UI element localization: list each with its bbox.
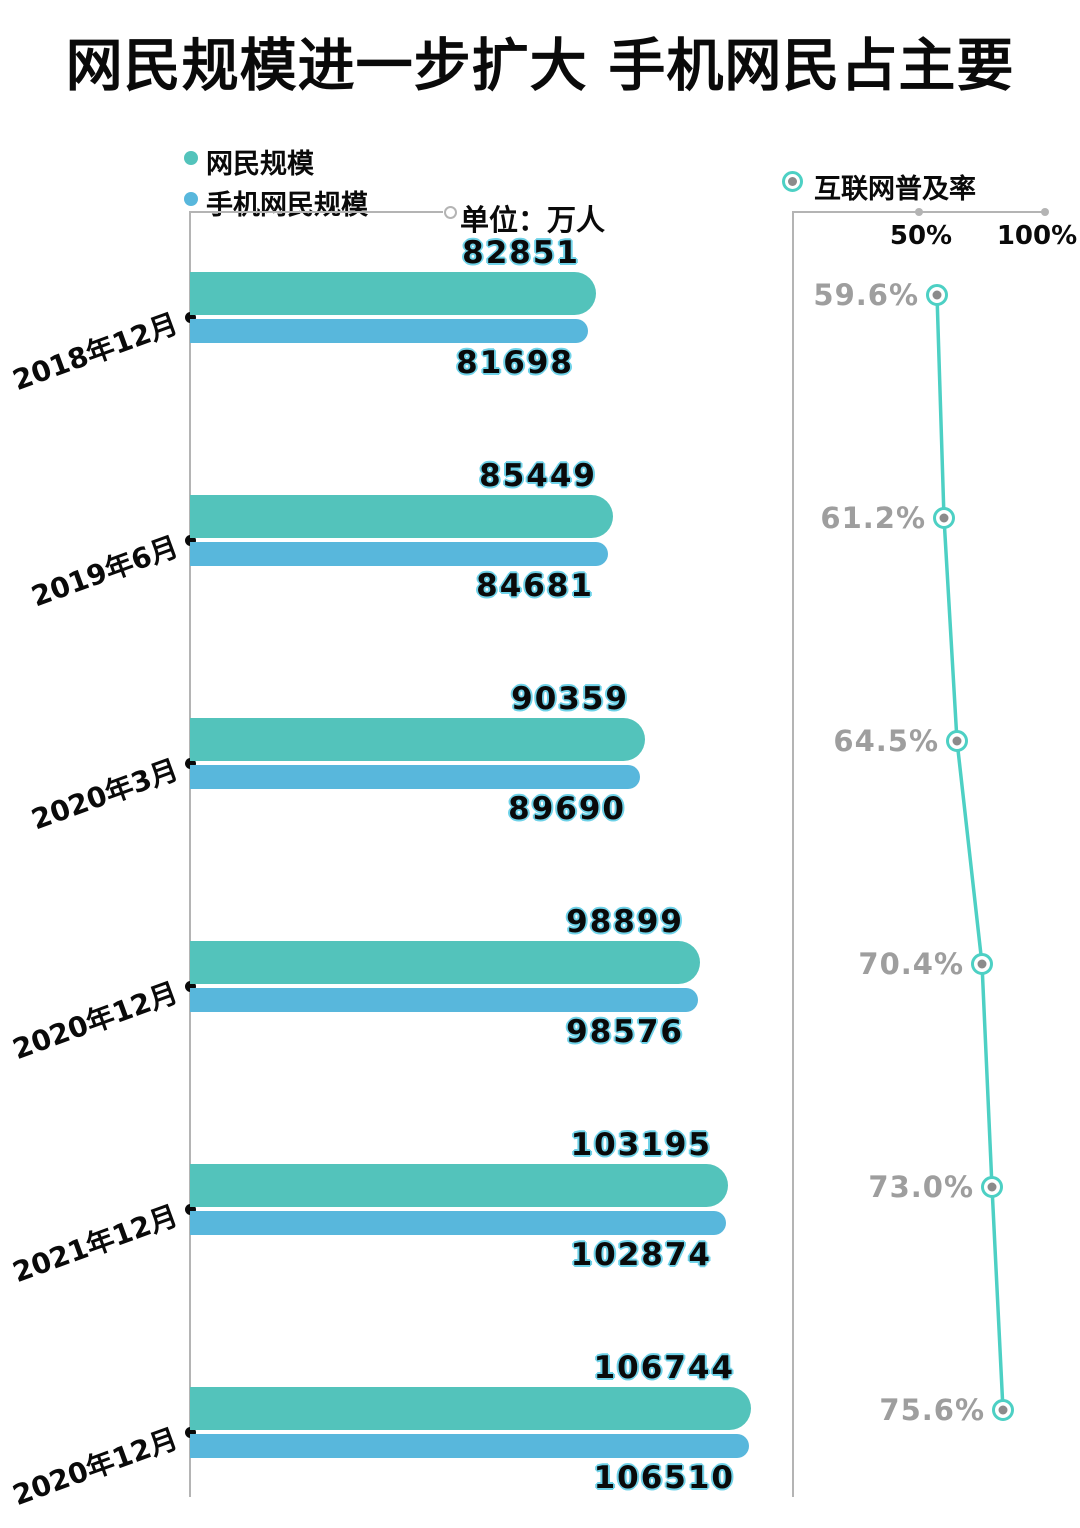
- category-label: 2020年3月: [26, 752, 183, 837]
- left-chart-top-line: [190, 211, 443, 213]
- bar-netizen-scale: [190, 718, 645, 761]
- penetration-point: [981, 1176, 1003, 1198]
- axis-dot: [185, 758, 196, 769]
- bar-mobile-netizen-scale: [190, 1211, 726, 1235]
- unit-connector-circle-icon: [444, 206, 457, 219]
- penetration-value-label: 70.4%: [858, 947, 964, 981]
- legend-penetration-donut-icon: [782, 171, 803, 192]
- bar-mobile-netizen-scale: [190, 988, 698, 1012]
- axis-dot: [185, 981, 196, 992]
- value-label-netizen: 103195: [570, 1127, 712, 1163]
- legend-netizen-dot-icon: [184, 151, 198, 165]
- bar-mobile-netizen-scale: [190, 1434, 749, 1458]
- legend-penetration-donut-inner: [788, 177, 797, 186]
- legend-mobile-label: 手机网民规模: [206, 190, 368, 221]
- value-label-mobile: 106510: [593, 1460, 735, 1496]
- category-label: 2021年12月: [8, 1198, 183, 1290]
- penetration-value-label: 75.6%: [879, 1393, 985, 1427]
- value-label-netizen: 85449: [479, 458, 597, 494]
- value-label-mobile: 98576: [566, 1014, 684, 1050]
- right-chart-y-axis: [792, 211, 794, 1497]
- penetration-value-label: 59.6%: [813, 278, 919, 312]
- penetration-value-label: 64.5%: [833, 724, 939, 758]
- legend-netizen-label: 网民规模: [206, 149, 314, 180]
- value-label-mobile: 102874: [570, 1237, 712, 1273]
- value-label-netizen: 98899: [566, 904, 684, 940]
- tick-label-100: 100%: [996, 221, 1078, 251]
- penetration-line: [935, 294, 1005, 1411]
- penetration-value-label: 61.2%: [820, 501, 926, 535]
- penetration-point: [926, 284, 948, 306]
- axis-dot: [185, 312, 196, 323]
- bar-mobile-netizen-scale: [190, 542, 608, 566]
- value-label-mobile: 89690: [508, 791, 626, 827]
- bar-netizen-scale: [190, 272, 596, 315]
- axis-dot: [185, 1204, 196, 1215]
- value-label-mobile: 81698: [456, 345, 574, 381]
- bar-mobile-netizen-scale: [190, 765, 640, 789]
- penetration-point: [992, 1399, 1014, 1421]
- bar-netizen-scale: [190, 1164, 728, 1207]
- axis-dot: [185, 1427, 196, 1438]
- left-chart-y-axis: [189, 211, 191, 1497]
- penetration-point: [971, 953, 993, 975]
- tick-50-dot-icon: [915, 208, 923, 216]
- tick-label-50: 50%: [889, 221, 953, 251]
- penetration-point: [933, 507, 955, 529]
- bar-mobile-netizen-scale: [190, 319, 588, 343]
- penetration-value-label: 73.0%: [868, 1170, 974, 1204]
- value-label-netizen: 106744: [593, 1350, 735, 1386]
- unit-label: 单位：万人: [460, 203, 606, 237]
- legend-penetration-label: 互联网普及率: [814, 174, 976, 205]
- category-label: 2018年12月: [8, 306, 183, 398]
- category-label: 2019年6月: [26, 529, 183, 614]
- bar-netizen-scale: [190, 495, 613, 538]
- tick-100-dot-icon: [1041, 208, 1049, 216]
- penetration-point: [946, 730, 968, 752]
- value-label-netizen: 82851: [462, 235, 580, 271]
- chart-title: 网民规模进一步扩大 手机网民占主要: [65, 33, 1015, 99]
- value-label-mobile: 84681: [476, 568, 594, 604]
- bar-netizen-scale: [190, 941, 700, 984]
- value-label-netizen: 90359: [511, 681, 629, 717]
- bar-netizen-scale: [190, 1387, 751, 1430]
- legend-mobile-dot-icon: [184, 192, 198, 206]
- axis-dot: [185, 535, 196, 546]
- category-label: 2020年12月: [8, 1421, 183, 1513]
- category-label: 2020年12月: [8, 975, 183, 1067]
